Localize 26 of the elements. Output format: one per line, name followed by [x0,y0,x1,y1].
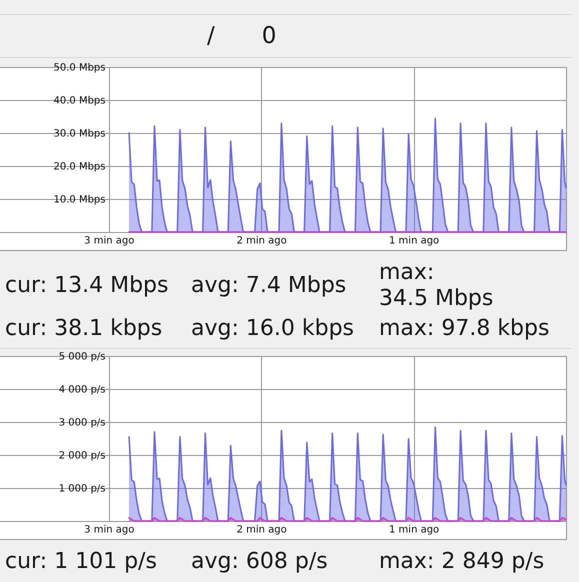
y-tick-label: 40.0 Mbps [54,96,106,106]
y-tick-label: 50.0 Mbps [54,62,106,74]
x-tick-label: 2 min ago [236,524,287,536]
y-tick-label: 1 000 p/s [58,484,106,494]
y-tick-label: 30.0 Mbps [54,128,106,140]
text: max: 2 849 p/s [379,549,544,574]
x-tick-label: 1 min ago [388,236,440,246]
x-tick-label: 3 min ago [84,524,134,536]
y-tick-label: 5 000 p/s [58,352,106,362]
y-tick-label: 20.0 Mbps [54,162,106,172]
x-tick-label: 2 min ago [236,236,287,246]
text: cur: 13.4 Mbps [5,273,168,298]
y-tick-label: 2 000 p/s [58,450,106,462]
text: cur: 1 101 p/s [5,549,157,574]
y-tick-label: 3 000 p/s [58,418,106,428]
y-tick-label: 4 000 p/s [58,384,106,396]
text: cur: 38.1 kbps [5,316,162,341]
text: avg: 608 p/s [191,549,328,574]
text: avg: 16.0 kbps [191,316,354,341]
text: / [207,23,215,49]
text: avg: 7.4 Mbps [191,273,346,298]
x-tick-label: 1 min ago [388,524,440,536]
text: max: 97.8 kbps [379,316,550,341]
y-tick-label: 10.0 Mbps [54,194,106,206]
x-tick-label: 3 min ago [84,236,134,246]
text: 0 [262,23,276,49]
